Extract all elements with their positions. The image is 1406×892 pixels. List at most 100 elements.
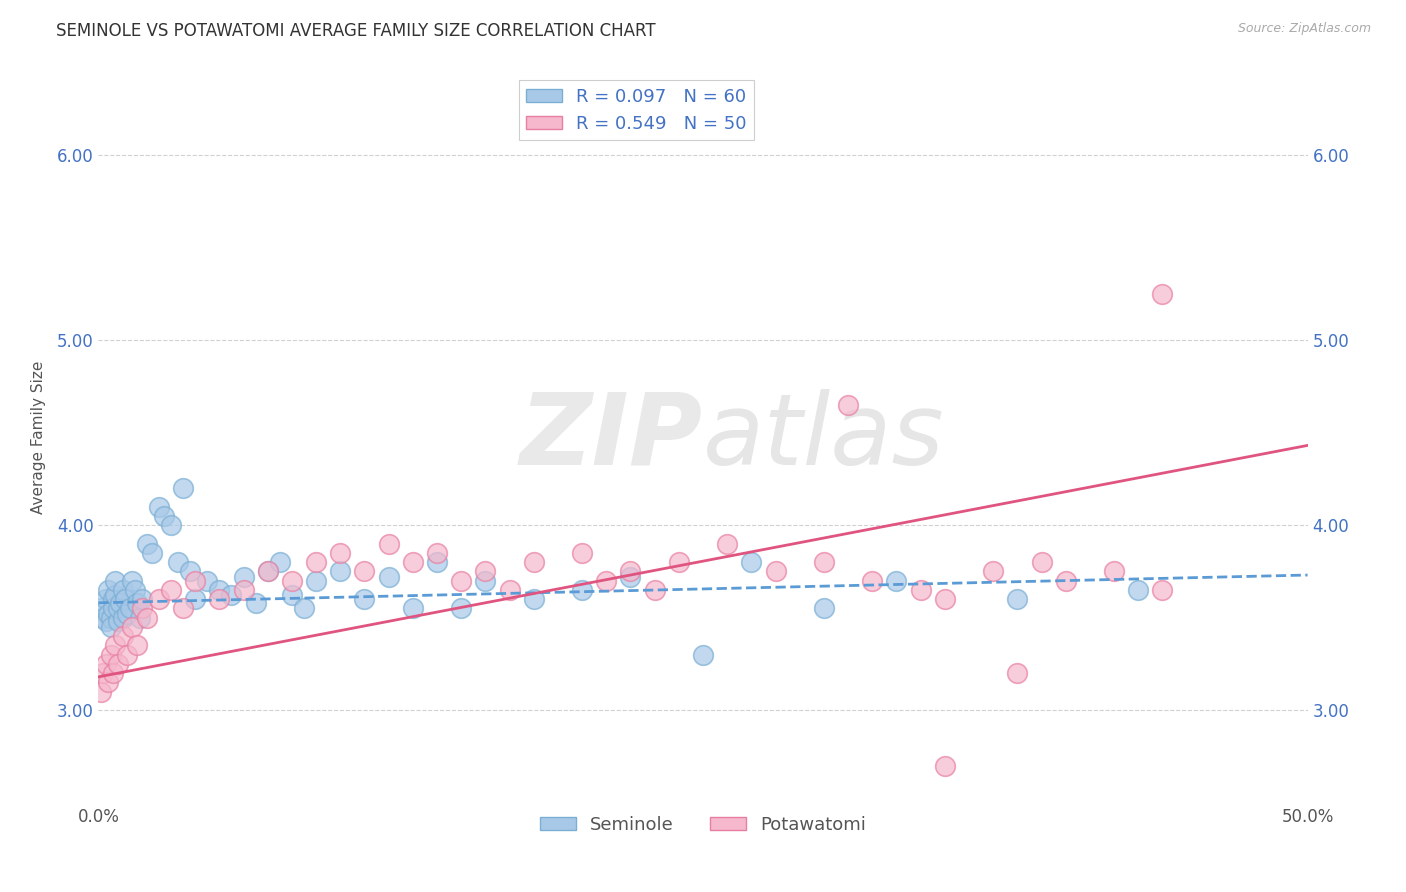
Point [90,684,112,698]
Point [498,582,520,597]
Point [1007,592,1029,607]
Point [111,582,134,597]
Point [148,592,170,607]
Point [256,565,278,579]
Point [426,546,449,560]
Point [101,601,124,615]
Point [934,592,956,607]
Point [402,601,425,615]
Point [595,574,617,588]
Point [104,574,127,588]
Text: ZIP: ZIP [520,389,703,485]
Point [716,536,738,550]
Point [94,592,117,607]
Point [100,620,122,634]
Point [97,582,120,597]
Point [107,657,129,671]
Point [160,518,183,533]
Point [195,574,218,588]
Point [91,666,114,681]
Point [981,565,1004,579]
Point [167,555,190,569]
Point [184,592,207,607]
Point [571,582,593,597]
Point [101,592,124,607]
Point [172,601,194,615]
Point [127,596,149,610]
Point [221,588,243,602]
Point [1152,582,1174,597]
Point [644,582,666,597]
Point [245,596,267,610]
Point [450,574,472,588]
Point [101,666,124,681]
Point [910,582,932,597]
Point [128,610,150,624]
Point [141,546,163,560]
Point [281,574,304,588]
Point [107,601,129,615]
Point [118,601,141,615]
Text: atlas: atlas [703,389,945,485]
Point [131,592,153,607]
Point [474,565,496,579]
Point [148,500,170,514]
Point [740,555,762,569]
Legend: Seminole, Potawatomi: Seminole, Potawatomi [533,809,873,841]
Point [619,570,641,584]
Point [256,565,278,579]
Point [117,607,139,621]
Point [108,596,131,610]
Point [208,592,231,607]
Point [450,601,472,615]
Point [97,675,120,690]
Point [131,601,153,615]
Point [179,565,201,579]
Point [124,582,146,597]
Point [353,565,375,579]
Point [377,536,399,550]
Point [523,555,546,569]
Point [692,648,714,662]
Point [97,607,120,621]
Point [269,555,291,569]
Point [117,648,139,662]
Point [232,582,254,597]
Point [426,555,449,569]
Point [523,592,546,607]
Point [135,536,157,550]
Point [860,574,883,588]
Point [172,481,194,495]
Text: SEMINOLE VS POTAWATOMI AVERAGE FAMILY SIZE CORRELATION CHART: SEMINOLE VS POTAWATOMI AVERAGE FAMILY SI… [56,22,655,40]
Point [100,610,122,624]
Point [886,574,908,588]
Point [184,574,207,588]
Point [90,601,112,615]
Point [160,582,183,597]
Point [152,508,174,523]
Point [329,565,352,579]
Point [1031,555,1053,569]
Point [813,555,835,569]
Point [94,657,117,671]
Point [813,601,835,615]
Point [111,629,134,643]
Y-axis label: Average Family Size: Average Family Size [31,360,45,514]
Point [1054,574,1077,588]
Point [281,588,304,602]
Point [934,758,956,772]
Point [94,615,117,629]
Point [107,615,129,629]
Text: Source: ZipAtlas.com: Source: ZipAtlas.com [1237,22,1371,36]
Point [402,555,425,569]
Point [208,582,231,597]
Point [571,546,593,560]
Point [329,546,352,560]
Point [121,574,143,588]
Point [127,639,149,653]
Point [837,398,859,412]
Point [305,555,328,569]
Point [305,574,328,588]
Point [104,588,127,602]
Point [114,592,136,607]
